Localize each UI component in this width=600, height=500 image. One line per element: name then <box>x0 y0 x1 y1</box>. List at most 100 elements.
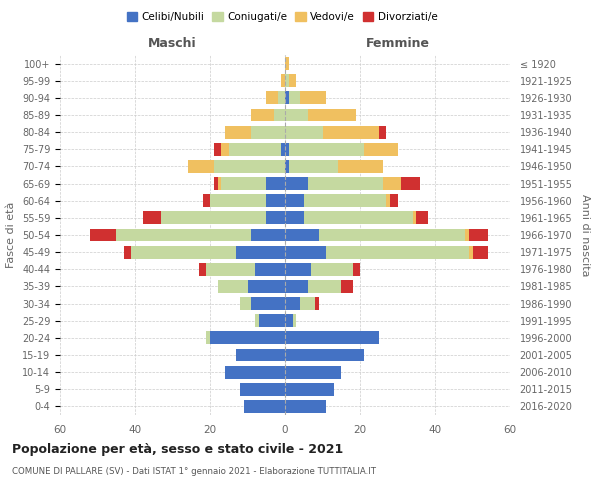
Bar <box>285 177 308 190</box>
Bar <box>214 160 285 173</box>
Bar <box>218 177 221 190</box>
Y-axis label: Fasce di età: Fasce di età <box>7 202 16 268</box>
Bar <box>210 332 285 344</box>
Bar <box>364 143 398 156</box>
Bar <box>240 297 251 310</box>
Bar <box>413 212 416 224</box>
Bar <box>285 332 379 344</box>
Bar <box>285 143 289 156</box>
Bar <box>236 246 285 258</box>
Bar <box>285 400 326 413</box>
Bar <box>401 177 420 190</box>
Bar <box>353 263 360 276</box>
Bar <box>341 280 353 293</box>
Bar <box>206 332 210 344</box>
Bar <box>244 400 285 413</box>
Bar <box>308 177 383 190</box>
Bar <box>266 194 285 207</box>
Bar <box>300 297 315 310</box>
Bar <box>143 212 161 224</box>
Bar <box>90 228 116 241</box>
Bar <box>326 246 469 258</box>
Bar <box>465 228 469 241</box>
Bar <box>277 92 285 104</box>
Bar <box>285 246 326 258</box>
Bar <box>218 280 248 293</box>
Bar <box>390 194 398 207</box>
Bar <box>251 108 274 122</box>
Bar <box>469 228 487 241</box>
Bar <box>285 126 323 138</box>
Bar <box>221 143 229 156</box>
Bar <box>229 143 281 156</box>
Bar <box>281 74 285 87</box>
Bar <box>225 126 251 138</box>
Bar <box>266 177 285 190</box>
Y-axis label: Anni di nascita: Anni di nascita <box>580 194 590 276</box>
Bar <box>300 92 326 104</box>
Bar <box>285 280 308 293</box>
Bar <box>274 108 285 122</box>
Bar <box>285 263 311 276</box>
Bar <box>304 194 386 207</box>
Bar <box>285 348 364 362</box>
Bar <box>221 177 266 190</box>
Bar <box>337 160 383 173</box>
Bar <box>469 246 473 258</box>
Bar <box>214 143 221 156</box>
Bar <box>187 160 214 173</box>
Bar <box>383 177 401 190</box>
Bar <box>210 194 266 207</box>
Bar <box>255 314 259 327</box>
Bar <box>285 74 289 87</box>
Bar <box>473 246 487 258</box>
Bar <box>251 228 285 241</box>
Bar <box>281 143 285 156</box>
Bar <box>315 297 319 310</box>
Bar <box>285 108 308 122</box>
Bar <box>236 348 285 362</box>
Bar <box>285 366 341 378</box>
Bar <box>386 194 390 207</box>
Bar <box>285 228 319 241</box>
Bar <box>285 383 334 396</box>
Bar <box>161 212 266 224</box>
Bar <box>285 194 304 207</box>
Legend: Celibi/Nubili, Coniugati/e, Vedovi/e, Divorziati/e: Celibi/Nubili, Coniugati/e, Vedovi/e, Di… <box>122 8 442 26</box>
Bar <box>199 263 206 276</box>
Bar <box>285 314 293 327</box>
Bar <box>116 228 251 241</box>
Bar <box>308 280 341 293</box>
Text: Femmine: Femmine <box>365 37 430 50</box>
Bar <box>203 194 210 207</box>
Text: Popolazione per età, sesso e stato civile - 2021: Popolazione per età, sesso e stato civil… <box>12 442 343 456</box>
Bar <box>308 108 356 122</box>
Bar <box>289 92 300 104</box>
Bar <box>289 160 337 173</box>
Bar <box>131 246 236 258</box>
Bar <box>248 280 285 293</box>
Bar <box>311 263 353 276</box>
Bar <box>255 263 285 276</box>
Bar <box>416 212 427 224</box>
Bar <box>285 160 289 173</box>
Bar <box>225 366 285 378</box>
Bar <box>379 126 386 138</box>
Bar <box>304 212 413 224</box>
Bar <box>214 177 218 190</box>
Bar <box>266 92 277 104</box>
Bar <box>251 297 285 310</box>
Bar <box>206 263 255 276</box>
Bar <box>259 314 285 327</box>
Bar <box>293 314 296 327</box>
Bar <box>323 126 379 138</box>
Bar <box>319 228 465 241</box>
Bar <box>289 143 364 156</box>
Bar <box>289 74 296 87</box>
Bar <box>285 212 304 224</box>
Bar <box>285 297 300 310</box>
Text: Maschi: Maschi <box>148 37 197 50</box>
Bar <box>285 57 289 70</box>
Bar <box>251 126 285 138</box>
Bar <box>124 246 131 258</box>
